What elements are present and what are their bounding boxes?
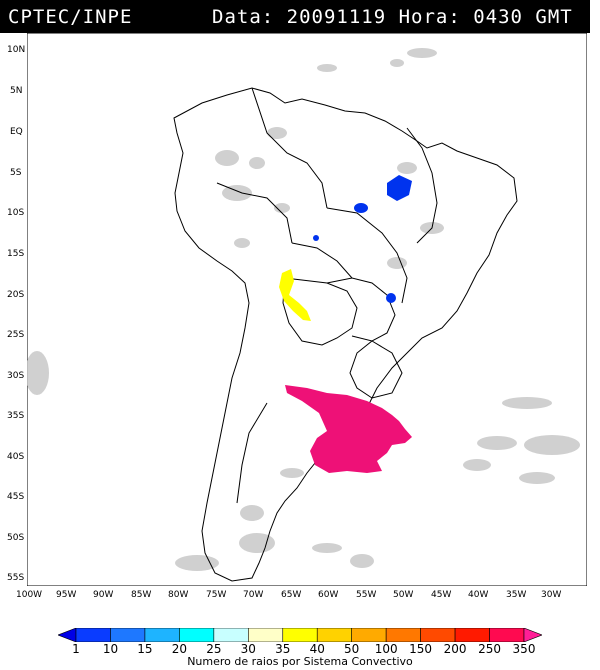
lat-tick: 50S: [7, 533, 25, 543]
colorbar-label: 50: [344, 642, 360, 656]
colorbar-label: 200: [443, 642, 467, 656]
colorbar-label: 1: [72, 642, 80, 656]
lat-tick: 10S: [7, 208, 25, 218]
colorbar-cell: [144, 628, 180, 642]
lon-tick: 65W: [281, 590, 302, 600]
colorbar-cell: [75, 628, 111, 642]
colorbar-labels: 1 10 15 20 25 30 35 40 50 100 150 200 250 350: [0, 642, 600, 656]
lat-tick: 10N: [7, 45, 26, 55]
lat-tick: 20S: [7, 290, 25, 300]
convective-system-magenta: [285, 385, 412, 473]
lon-tick: 30W: [541, 590, 562, 600]
lat-tick: 40S: [7, 452, 25, 462]
colorbar-label: 40: [309, 642, 325, 656]
lat-tick: 55S: [7, 573, 25, 583]
lat-tick: 35S: [7, 411, 25, 421]
colorbar-title: Numero de raios por Sistema Convectivo: [187, 655, 413, 668]
lat-tick: 25S: [7, 330, 25, 340]
lon-tick: 70W: [243, 590, 264, 600]
map-border: [27, 33, 587, 586]
lon-tick: 40W: [468, 590, 489, 600]
colorbar-cell: [213, 628, 249, 642]
colorbar-cell: [489, 628, 525, 642]
colorbar-label: 30: [240, 642, 256, 656]
colorbar-cell: [58, 628, 77, 642]
lon-tick: 45W: [431, 590, 452, 600]
lat-tick: 5N: [10, 86, 23, 96]
colorbar-cell: [110, 628, 146, 642]
title-bar: CPTEC/INPE Data: 20091119 Hora: 0430 GMT: [0, 0, 590, 33]
lon-tick: 55W: [356, 590, 377, 600]
date-time-label: Data: 20091119 Hora: 0430 GMT: [212, 6, 573, 28]
colorbar-label: 100: [374, 642, 398, 656]
lon-tick: 50W: [393, 590, 414, 600]
lon-tick: 85W: [131, 590, 152, 600]
colorbar-cell: [248, 628, 284, 642]
colorbar-label: 250: [478, 642, 501, 656]
lat-tick: 15S: [7, 249, 25, 259]
colorbar-label: 150: [409, 642, 433, 656]
colorbar-label: 20: [171, 642, 188, 656]
colorbar-label: 15: [137, 642, 153, 656]
lat-tick: 30S: [7, 371, 25, 381]
lon-tick: 90W: [93, 590, 114, 600]
colorbar-cell: [179, 628, 215, 642]
lat-tick: 45S: [7, 492, 25, 502]
colorbar-cell: [523, 628, 542, 642]
colorbar-cell: [385, 628, 421, 642]
colorbar-cell: [282, 628, 318, 642]
lon-tick: 75W: [206, 590, 227, 600]
colorbar-label: 10: [102, 642, 119, 656]
source-label: CPTEC/INPE: [8, 6, 133, 28]
colorbar-cells: [58, 628, 542, 642]
lon-tick: 60W: [318, 590, 339, 600]
colorbar-label: 25: [206, 642, 222, 656]
convective-system-yellow: [279, 269, 311, 321]
colorbar-cell: [351, 628, 387, 642]
colorbar-cell: [420, 628, 456, 642]
lon-tick: 95W: [56, 590, 77, 600]
lat-tick: EQ: [10, 127, 23, 137]
convective-system-blue: [313, 175, 412, 303]
lon-tick: 35W: [506, 590, 527, 600]
lat-tick: 5S: [10, 168, 22, 178]
map-panel: [27, 33, 587, 586]
lon-tick: 100W: [16, 590, 43, 600]
colorbar-label: 350: [512, 642, 536, 656]
lon-tick: 80W: [168, 590, 189, 600]
colorbar-cell: [316, 628, 352, 642]
colorbar-cell: [454, 628, 490, 642]
colorbar: [58, 628, 542, 642]
colorbar-label: 35: [275, 642, 291, 656]
